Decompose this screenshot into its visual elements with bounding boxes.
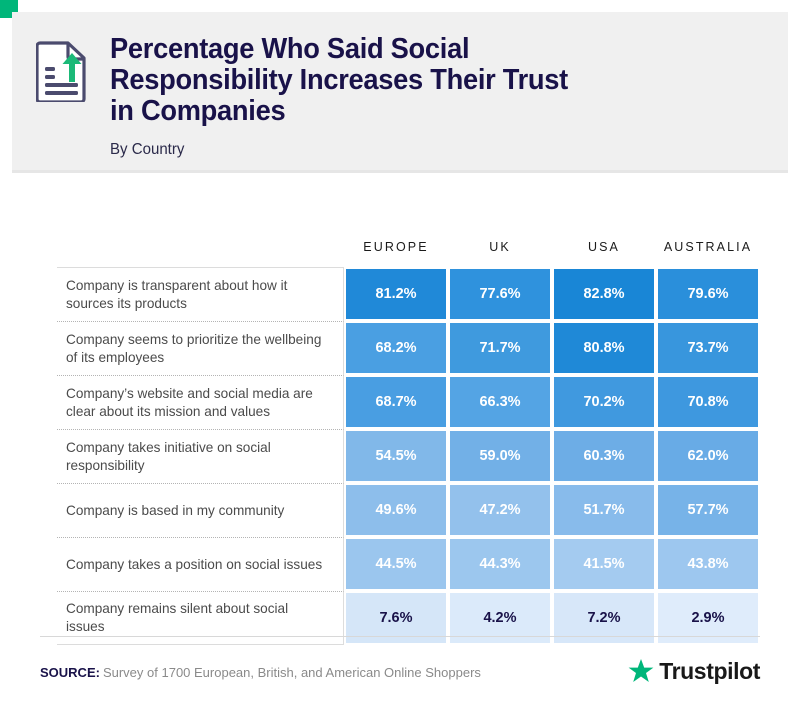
- column-header-uk: UK: [489, 240, 511, 254]
- source-text: Survey of 1700 European, British, and Am…: [102, 664, 481, 680]
- table-header-blank: [57, 222, 344, 267]
- table-row: Company seems to prioritize the wellbein…: [57, 321, 760, 375]
- column-header-europe: EUROPE: [363, 240, 429, 254]
- table-row: Company is transparent about how it sour…: [57, 267, 760, 321]
- heatmap-cell: 44.5%: [344, 537, 448, 591]
- row-label: Company seems to prioritize the wellbein…: [57, 321, 344, 375]
- heatmap-cell: 79.6%: [656, 267, 760, 321]
- column-header-usa: USA: [587, 240, 620, 254]
- source-label: SOURCE:: [40, 664, 100, 680]
- heatmap-cell: 81.2%: [344, 267, 448, 321]
- row-label: Company takes initiative on social respo…: [57, 429, 344, 483]
- row-label: Company is transparent about how it sour…: [57, 267, 344, 321]
- heatmap-table-container: EUROPE UK USA AUSTRALIA Company is trans…: [57, 222, 760, 645]
- heatmap-cell: 44.3%: [448, 537, 552, 591]
- heatmap-table: EUROPE UK USA AUSTRALIA Company is trans…: [57, 222, 760, 645]
- heatmap-cell: 80.8%: [552, 321, 656, 375]
- heatmap-cell: 70.2%: [552, 375, 656, 429]
- heatmap-cell: 77.6%: [448, 267, 552, 321]
- source-note: SOURCE: Survey of 1700 European, British,…: [40, 647, 481, 680]
- table-row: Company takes a position on social issue…: [57, 537, 760, 591]
- heatmap-cell: 41.5%: [552, 537, 656, 591]
- heatmap-cell: 70.8%: [656, 375, 760, 429]
- page-title: Percentage Who Said Social Responsibilit…: [110, 33, 568, 127]
- row-label: Company takes a position on social issue…: [57, 537, 344, 591]
- footer: SOURCE: Survey of 1700 European, British,…: [40, 636, 760, 689]
- heatmap-cell: 68.2%: [344, 321, 448, 375]
- heatmap-cell: 60.3%: [552, 429, 656, 483]
- heatmap-cell: 47.2%: [448, 483, 552, 537]
- column-header-australia: AUSTRALIA: [663, 240, 753, 254]
- heatmap-cell: 51.7%: [552, 483, 656, 537]
- heatmap-cell: 54.5%: [344, 429, 448, 483]
- heatmap-cell: 43.8%: [656, 537, 760, 591]
- heatmap-cell: 57.7%: [656, 483, 760, 537]
- row-label: Company’s website and social media are c…: [57, 375, 344, 429]
- heatmap-cell: 59.0%: [448, 429, 552, 483]
- heatmap-cell: 73.7%: [656, 321, 760, 375]
- heatmap-cell: 71.7%: [448, 321, 552, 375]
- heatmap-body: Company is transparent about how it sour…: [57, 267, 760, 645]
- header-panel: Percentage Who Said Social Responsibilit…: [12, 12, 788, 173]
- table-header-row: EUROPE UK USA AUSTRALIA: [57, 222, 760, 267]
- table-row: Company’s website and social media are c…: [57, 375, 760, 429]
- heatmap-cell: 82.8%: [552, 267, 656, 321]
- table-row: Company takes initiative on social respo…: [57, 429, 760, 483]
- heatmap-cell: 68.7%: [344, 375, 448, 429]
- star-icon: [628, 658, 654, 684]
- heatmap-cell: 49.6%: [344, 483, 448, 537]
- table-row: Company is based in my community 49.6% 47.…: [57, 483, 760, 537]
- trustpilot-logo: Trustpilot: [628, 642, 760, 685]
- document-upward-arrow-icon: [35, 40, 88, 104]
- row-label: Company is based in my community: [57, 483, 344, 537]
- heatmap-cell: 62.0%: [656, 429, 760, 483]
- heatmap-cell: 66.3%: [448, 375, 552, 429]
- brand-name: Trustpilot: [659, 657, 760, 684]
- page-subtitle: By Country: [110, 141, 185, 158]
